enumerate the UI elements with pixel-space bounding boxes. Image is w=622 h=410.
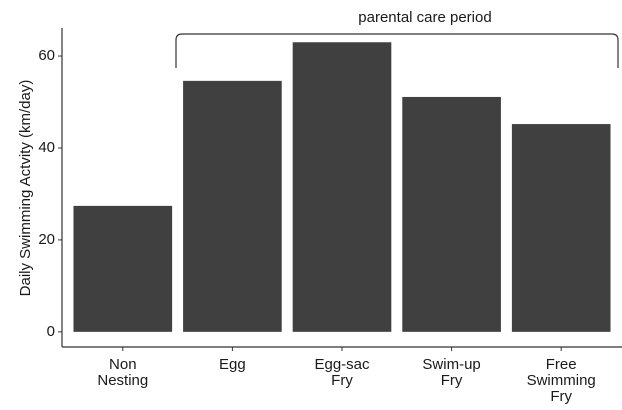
- bar: [402, 96, 501, 332]
- bar: [292, 42, 392, 332]
- y-tick-label: 20: [38, 231, 55, 248]
- bracket: [175, 33, 619, 68]
- x-tick-label: Swim-up Fry: [422, 356, 480, 389]
- x-tick-label: Non Nesting: [97, 356, 148, 389]
- bar: [511, 124, 611, 332]
- bar: [73, 205, 173, 332]
- y-tick-label: 0: [47, 323, 55, 340]
- x-tick-label: Egg-sac Fry: [314, 356, 370, 389]
- bar: [183, 80, 282, 332]
- annotation: parental care period: [358, 9, 491, 26]
- y-tick-label: 60: [38, 47, 55, 64]
- y-tick-label: 40: [38, 139, 55, 156]
- x-tick-label: Free Swimming Fry: [527, 356, 596, 405]
- x-tick-label: Egg: [219, 356, 246, 373]
- y-axis-label: Daily Swimming Actvity (km/day): [17, 80, 34, 297]
